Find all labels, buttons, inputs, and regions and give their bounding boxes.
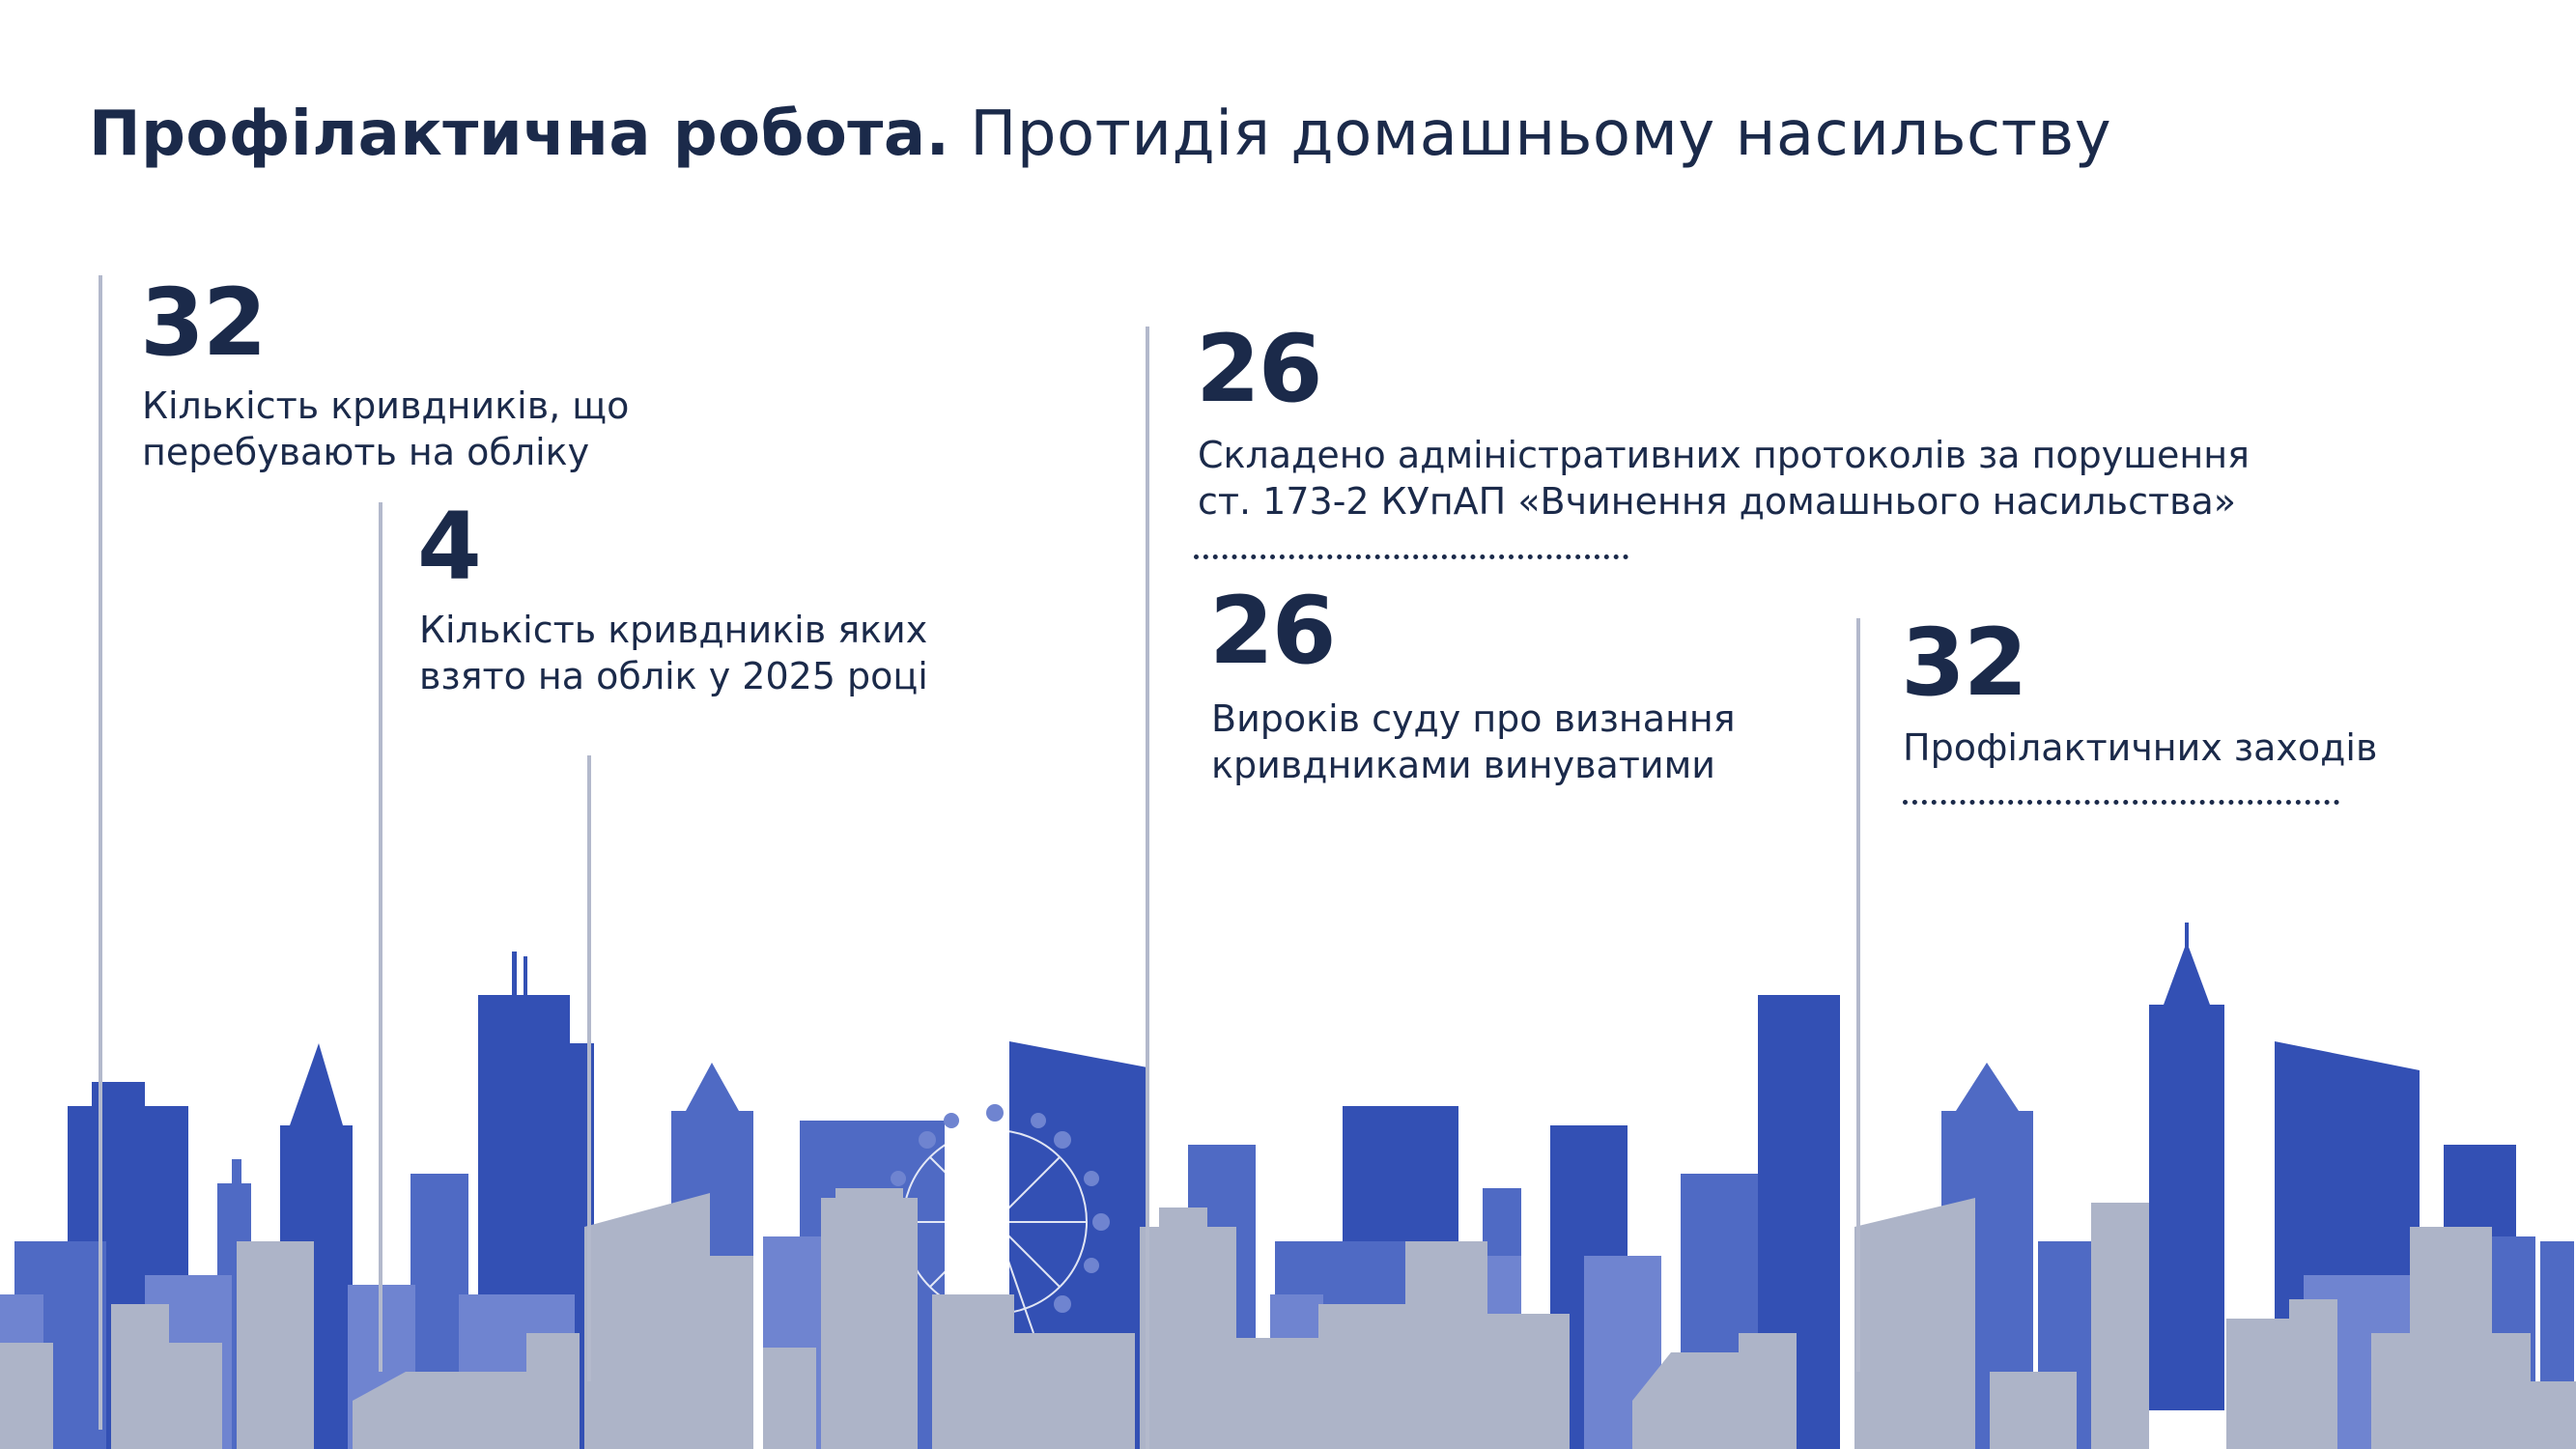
stat-guide-line: [99, 275, 102, 1430]
stat-guide-line: [1856, 618, 1860, 1372]
title-bold-part: Профілактична робота.: [89, 99, 950, 170]
dotted-divider: [1194, 554, 1628, 559]
stat-label: Вироків суду про визнання кривдниками ви…: [1211, 697, 1736, 786]
stat-value: 26: [1209, 577, 1337, 685]
stat-label: Складено адміністративних протоколів за …: [1198, 434, 2250, 523]
stat-value: 32: [1901, 609, 2028, 717]
stat-guide-line: [587, 755, 591, 1381]
stat-value: 4: [417, 493, 482, 601]
stat-value: 26: [1196, 315, 1323, 423]
dotted-divider: [1903, 800, 2339, 805]
stat-label: Кількість кривдників яких взято на облік…: [419, 609, 928, 697]
stat-guide-line: [1146, 327, 1149, 1449]
title-normal-part: Протидія домашньому насильству: [970, 99, 2112, 170]
page-title: Профілактична робота. Протидія домашньом…: [89, 99, 2111, 170]
stat-label: Профілактичних заходів: [1903, 726, 2378, 769]
stat-guide-line: [379, 502, 382, 1372]
stat-label: Кількість кривдників, що перебувають на …: [142, 384, 630, 473]
stat-value: 32: [140, 269, 268, 377]
